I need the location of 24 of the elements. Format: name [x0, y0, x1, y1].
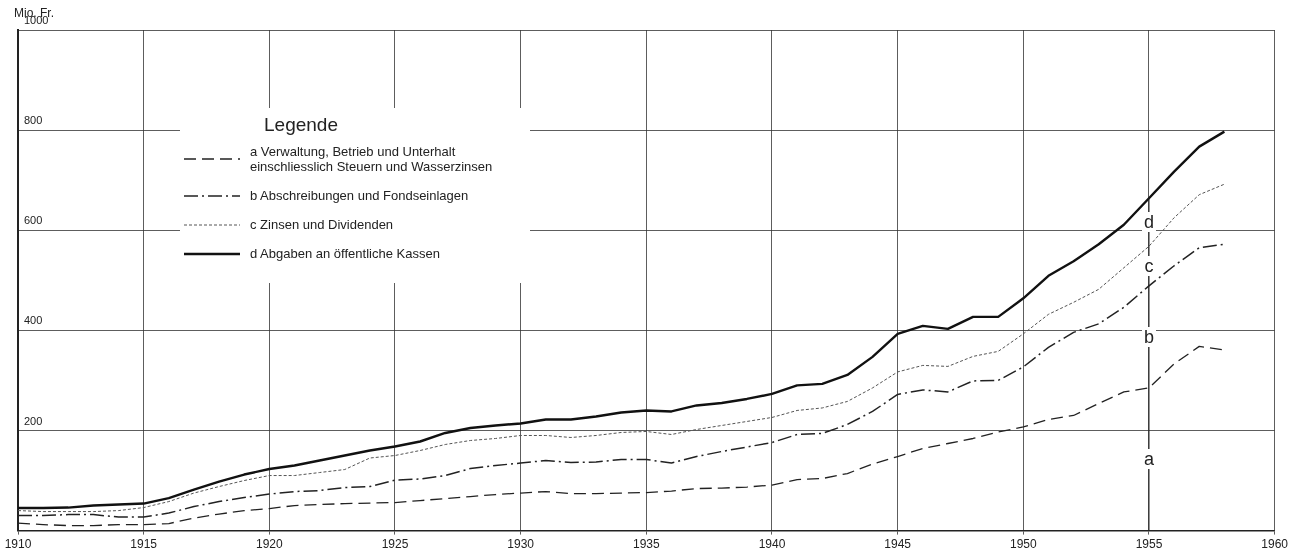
legend-label: d Abgaben an öffentliche Kassen: [250, 246, 440, 261]
x-tick-label: 1940: [758, 537, 786, 552]
x-tick-label: 1955: [1135, 537, 1163, 552]
legend-label: b Abschreibungen und Fondseinlagen: [250, 188, 469, 203]
legend-label: a Verwaltung, Betrieb und Unterhalt einschliesslich Steuern und Wasserzinsen: [250, 144, 494, 174]
y-tick-label: 200: [24, 414, 43, 427]
annotation: a: [1141, 449, 1156, 470]
y-tick-label: 600: [24, 214, 43, 227]
x-tick-label: 1925: [381, 537, 409, 552]
y-tick-label: 400: [24, 314, 43, 327]
y-tick-label: 800: [24, 114, 43, 127]
x-tick-label: 1915: [130, 537, 158, 552]
x-tick-label: 1945: [884, 537, 912, 552]
legend-label: c Zinsen und Dividenden: [250, 217, 394, 232]
x-tick-label: 1920: [255, 537, 283, 552]
annotation: c: [1142, 256, 1156, 277]
x-tick-label: 1935: [632, 537, 660, 552]
annotation: b: [1141, 326, 1156, 347]
x-tick-label: 1930: [507, 537, 535, 552]
x-tick-label: 1950: [1009, 537, 1037, 552]
legend-title: Legende: [264, 114, 339, 136]
x-tick-label: 1960: [1261, 537, 1289, 552]
x-tick-label: 1910: [4, 537, 32, 552]
annotation: d: [1141, 212, 1156, 233]
